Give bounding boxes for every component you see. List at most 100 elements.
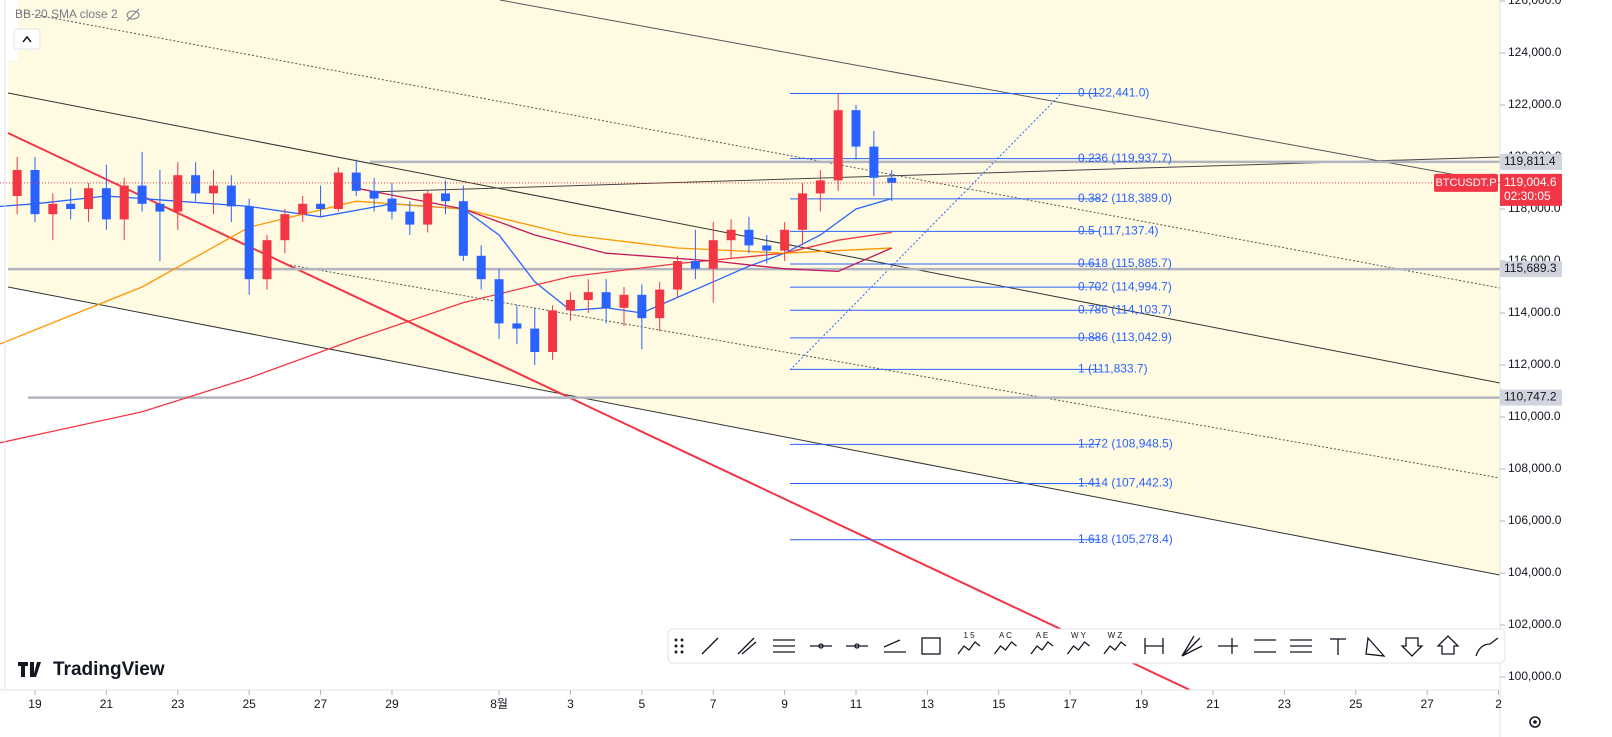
candle-body	[351, 172, 361, 191]
candle-body	[30, 169, 40, 215]
pattern-icon	[1030, 641, 1054, 655]
candle-body	[280, 214, 290, 241]
moving-average	[0, 195, 892, 314]
candle-body	[815, 180, 825, 194]
fib-label: 0.618 (115,885.7)	[1078, 256, 1172, 270]
settings-icon[interactable]	[1529, 716, 1541, 728]
tool-fib[interactable]	[773, 639, 795, 653]
y-tick-label: 114,000.0	[1508, 305, 1561, 319]
y-tick-label: 112,000.0	[1508, 357, 1561, 371]
candle-body	[66, 203, 76, 209]
logo-text: TradingView	[53, 659, 165, 680]
trend-line	[7, 132, 1191, 690]
tool-rect[interactable]	[921, 637, 941, 655]
x-tick-label: 23	[171, 697, 185, 711]
pattern-icon	[1066, 641, 1090, 655]
tool-lines[interactable]	[1254, 639, 1276, 653]
tool-text[interactable]	[1330, 638, 1346, 655]
x-tick-label: 19	[28, 697, 42, 711]
y-tick-label: 104,000.0	[1508, 565, 1562, 579]
tool-lines2[interactable]	[1290, 639, 1312, 653]
candle-body	[226, 185, 236, 207]
candle-body	[12, 169, 22, 196]
candle-body	[137, 185, 147, 204]
y-tick-label: 102,000.0	[1508, 617, 1562, 631]
price-line-label-bg	[1500, 389, 1562, 406]
candle-body	[458, 201, 468, 256]
candle-body	[48, 203, 58, 215]
fib-label: 0.702 (114,994.7)	[1078, 279, 1172, 293]
candle-body	[262, 240, 272, 280]
candle-body	[423, 193, 433, 225]
y-tick-label: 124,000.0	[1508, 45, 1562, 59]
candle-body	[119, 185, 129, 220]
tool-brush[interactable]	[1475, 637, 1499, 657]
candle-body	[494, 279, 504, 324]
candle-body	[851, 110, 861, 147]
y-tick-label: 122,000.0	[1508, 97, 1562, 111]
candle-body	[548, 310, 558, 352]
candle-body	[298, 203, 308, 215]
last-price-label: 119,004.6	[1504, 175, 1557, 189]
candle-body	[208, 185, 218, 194]
candle-body	[155, 203, 165, 212]
candle-body	[565, 299, 575, 311]
fib-trend	[789, 94, 1061, 371]
candle-body	[405, 211, 415, 225]
drawings	[7, 0, 1500, 690]
x-tick-label: 19	[1135, 697, 1149, 711]
candle-body	[191, 175, 201, 194]
hide-icon[interactable]	[126, 8, 140, 22]
tool-arrow-down[interactable]	[1400, 637, 1424, 657]
candle-body	[673, 260, 683, 290]
tool-pattern[interactable]: W Z	[1103, 631, 1127, 655]
candle-body	[583, 292, 593, 300]
price-line-label: 115,689.3	[1504, 261, 1557, 275]
pattern-icon-label: 1 5	[963, 631, 975, 640]
y-tick-label: 108,000.0	[1508, 461, 1562, 475]
price-line-label-bg	[1500, 261, 1562, 278]
x-tick-label: 27	[314, 697, 328, 711]
pattern-icon-label: W Z	[1108, 631, 1123, 640]
pattern-icon-label: A E	[1036, 631, 1048, 640]
drawing-toolbar: 1 5 A C A E W Y W Z	[667, 628, 1506, 664]
tool-arrow-up[interactable]	[1436, 635, 1460, 655]
tool-pattern[interactable]: W Y	[1066, 631, 1090, 655]
tool-triangle[interactable]	[1365, 636, 1386, 657]
moving-average	[356, 187, 892, 273]
tool-trendline[interactable]	[701, 637, 719, 655]
candle-body	[619, 294, 629, 308]
pattern-icon	[957, 641, 981, 655]
tool-pitchfork[interactable]	[1218, 638, 1238, 654]
tool-ray[interactable]	[846, 643, 868, 649]
tool-pattern[interactable]: A E	[1030, 631, 1054, 655]
fib-label: 0 (122,441.0)	[1078, 86, 1149, 100]
candle-body	[244, 206, 254, 280]
pattern-icon-label: W Y	[1071, 631, 1087, 640]
tool-fan[interactable]	[1181, 635, 1203, 657]
fib-label: 1 (111,833.7)	[1078, 361, 1148, 375]
collapse-button[interactable]	[13, 28, 41, 50]
x-tick-label: 2	[1495, 697, 1502, 711]
indicator-label: BB 20 SMA close 2	[15, 7, 118, 21]
tool-range[interactable]	[1144, 638, 1164, 654]
tool-path[interactable]	[883, 639, 906, 653]
symbol-label-bg	[1434, 173, 1498, 192]
x-tick-label: 8월	[490, 697, 508, 711]
trend-line	[7, 92, 1500, 384]
candle-body	[797, 193, 807, 230]
candle-body	[530, 328, 540, 352]
candle-body	[369, 190, 379, 199]
tool-pattern[interactable]: A C	[993, 631, 1017, 655]
tool-hline[interactable]	[810, 643, 832, 649]
y-tick-label: 106,000.0	[1508, 513, 1562, 527]
tool-pattern[interactable]: 1 5	[957, 631, 981, 655]
trend-line	[499, 0, 1500, 184]
trend-line	[289, 264, 1500, 479]
tool-channel[interactable]	[737, 637, 757, 655]
x-tick-label: 5	[638, 697, 645, 711]
x-tick-label: 15	[992, 697, 1006, 711]
candle-body	[316, 203, 326, 209]
candle-body	[726, 229, 736, 241]
